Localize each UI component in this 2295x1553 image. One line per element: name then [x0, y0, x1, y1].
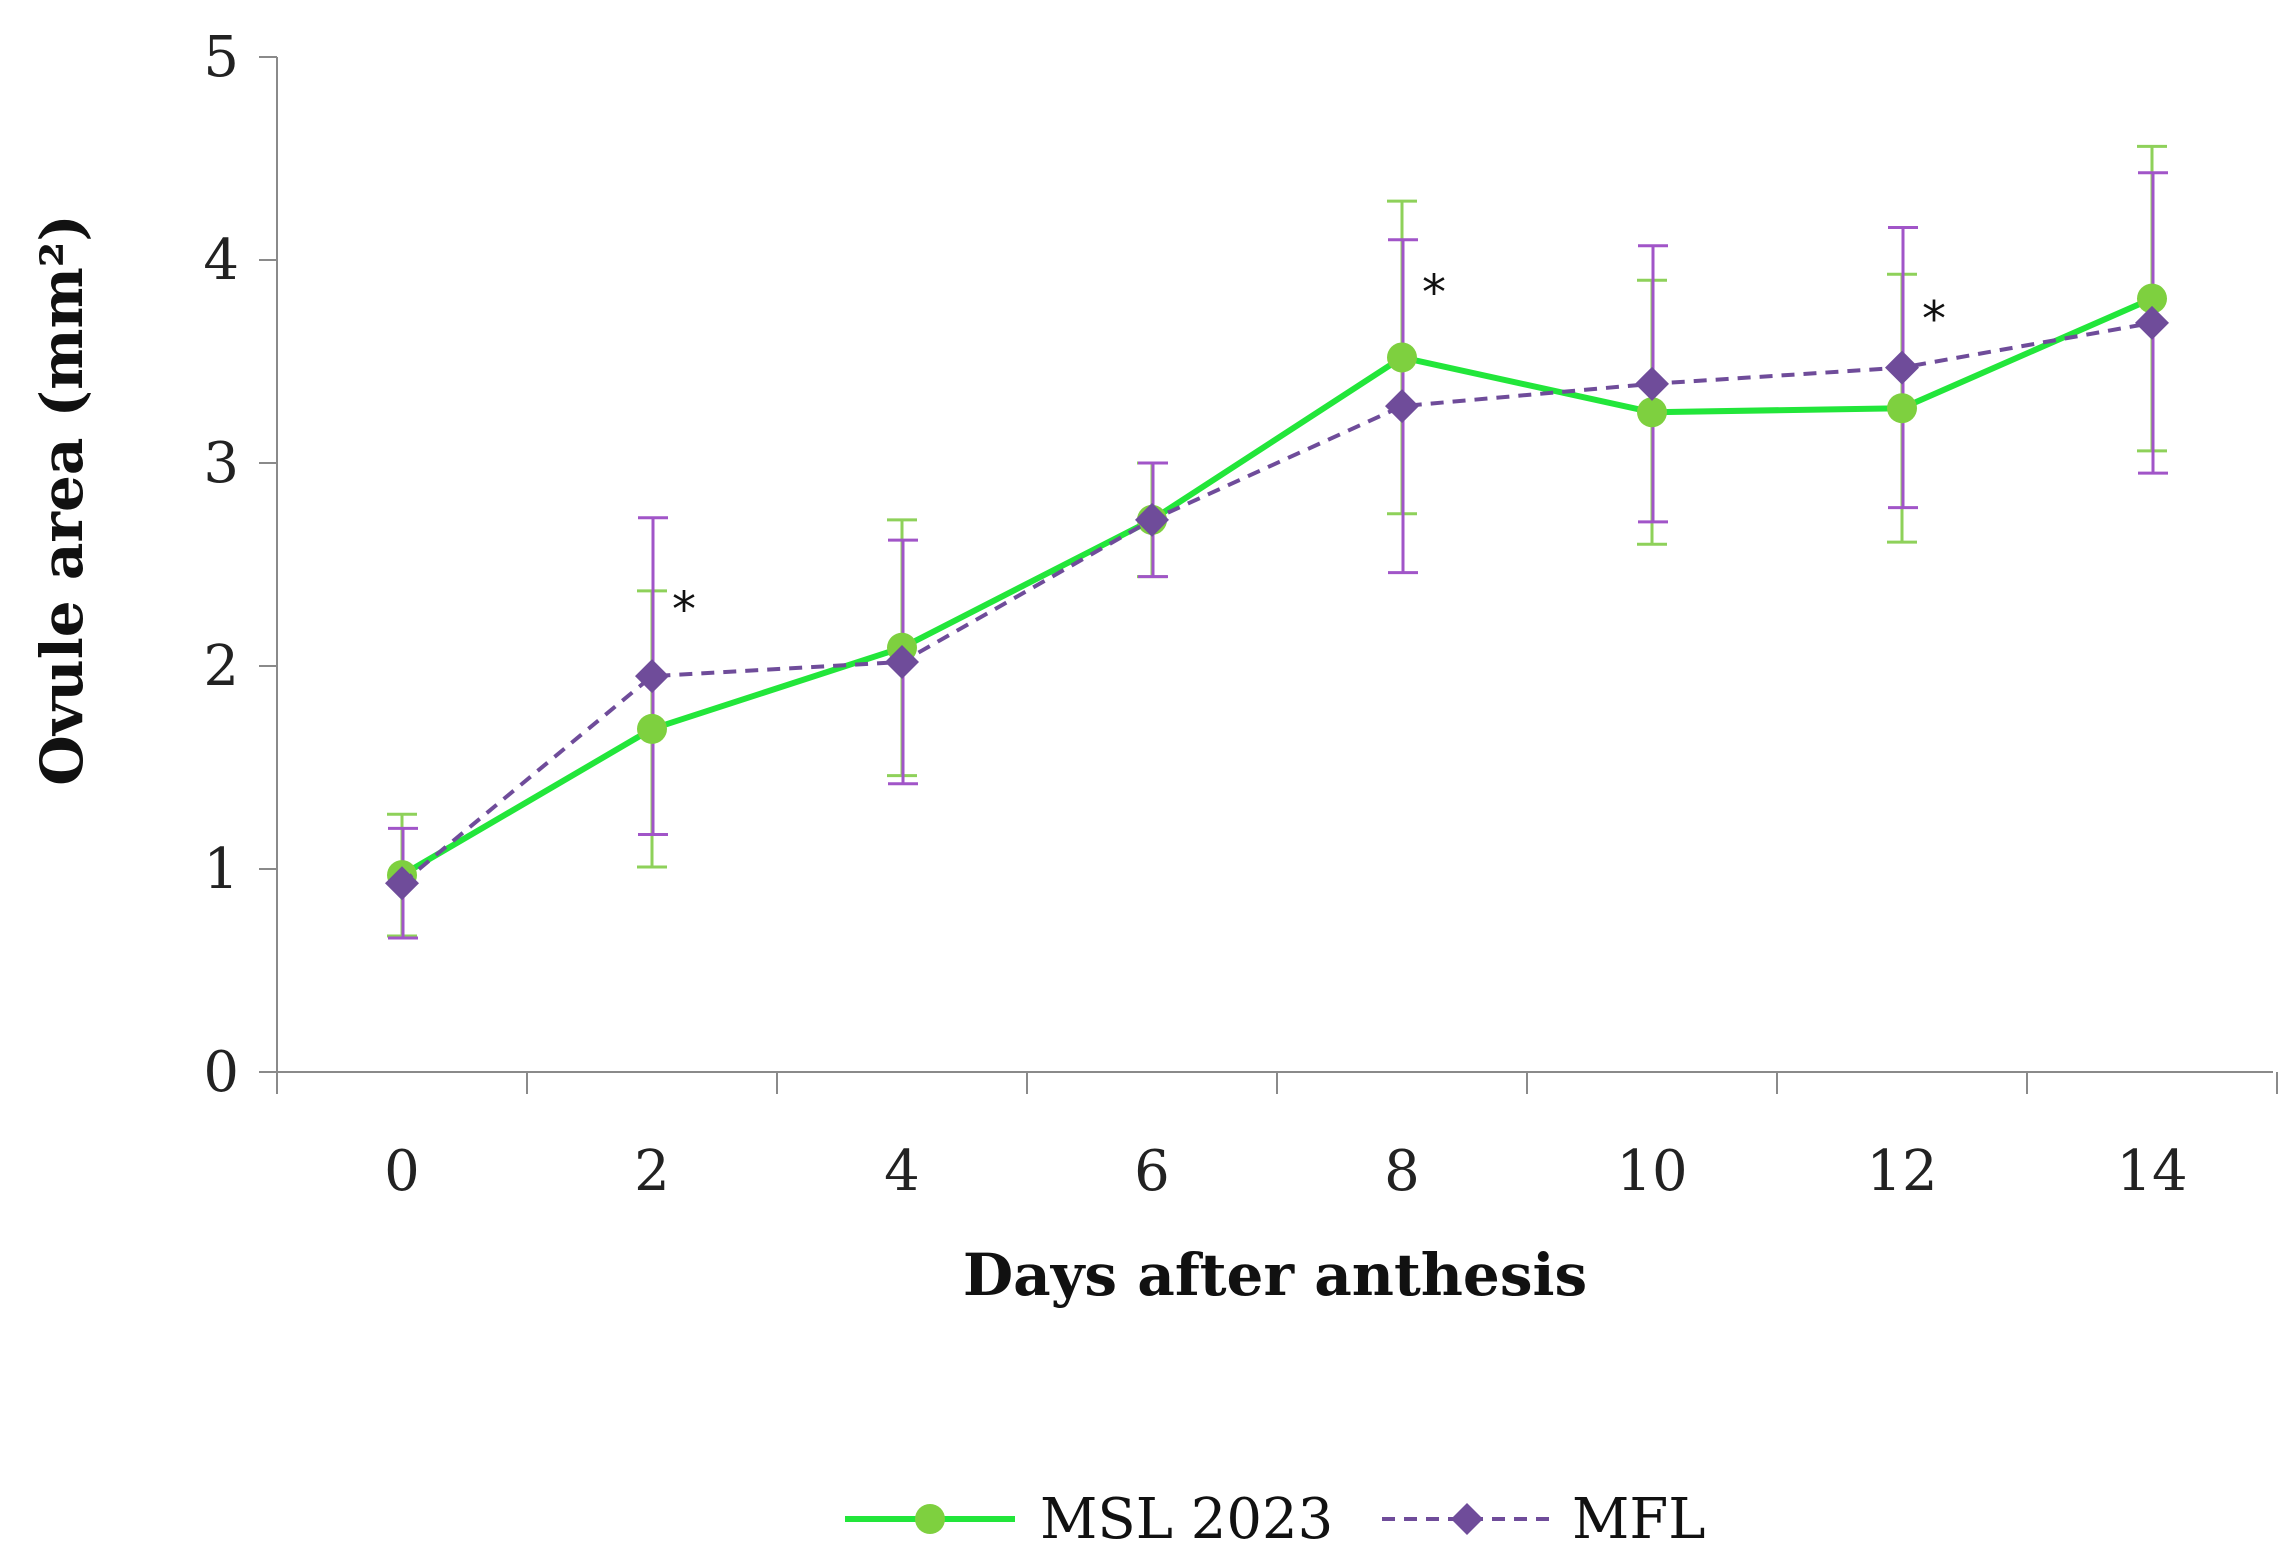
plot-area: * * *	[385, 144, 2169, 940]
data-point	[885, 644, 919, 679]
y-tick-label: 0	[203, 1040, 239, 1105]
x-tick-label: 0	[384, 1139, 420, 1204]
data-point	[1635, 366, 1669, 401]
x-tick-label: 12	[1866, 1139, 1937, 1204]
y-axis-title: Ovule area (mm²)	[28, 214, 96, 785]
y-tick-label: 2	[203, 634, 239, 699]
series-1	[385, 305, 2169, 901]
significance-mark: *	[1922, 292, 1946, 348]
data-point	[385, 866, 419, 901]
significance-mark: *	[1422, 265, 1446, 321]
data-point	[2137, 283, 2167, 314]
x-tick-label: 8	[1384, 1139, 1420, 1204]
x-tick-label: 10	[1616, 1139, 1687, 1204]
data-point	[1637, 397, 1667, 428]
data-point	[1385, 389, 1419, 424]
data-point	[1887, 393, 1917, 424]
y-axis: 0 1 2 3 4 5	[203, 25, 278, 1105]
legend-label: MSL 2023	[1040, 1487, 1333, 1552]
y-tick-label: 1	[203, 837, 239, 902]
x-tick-label: 6	[1134, 1139, 1170, 1204]
x-axis-title: Days after anthesis	[963, 1241, 1587, 1309]
series-line	[400, 320, 2153, 885]
x-axis: 0 2 4 6 8 10 12 14	[276, 1071, 2278, 1204]
legend-marker	[1451, 1503, 1483, 1535]
data-point	[1135, 502, 1169, 537]
data-point	[1885, 350, 1919, 385]
annotations: * * *	[672, 265, 1946, 638]
data-point	[1387, 342, 1417, 373]
legend: MSL 2023 MFL	[845, 1487, 1705, 1552]
data-point	[635, 659, 669, 694]
data-point	[2135, 305, 2169, 340]
y-tick-label: 4	[203, 228, 239, 293]
legend-entry-1: MFL	[1382, 1487, 1705, 1552]
legend-entry-0: MSL 2023	[845, 1487, 1333, 1552]
x-tick-label: 4	[884, 1139, 920, 1204]
legend-label: MFL	[1572, 1487, 1705, 1552]
y-tick-label: 5	[203, 25, 239, 90]
legend-marker	[915, 1504, 945, 1534]
data-point	[637, 713, 667, 744]
x-tick-label: 14	[2116, 1139, 2187, 1204]
significance-mark: *	[672, 582, 696, 638]
series-line	[400, 295, 2154, 878]
x-tick-label: 2	[634, 1139, 670, 1204]
y-tick-label: 3	[203, 431, 239, 496]
